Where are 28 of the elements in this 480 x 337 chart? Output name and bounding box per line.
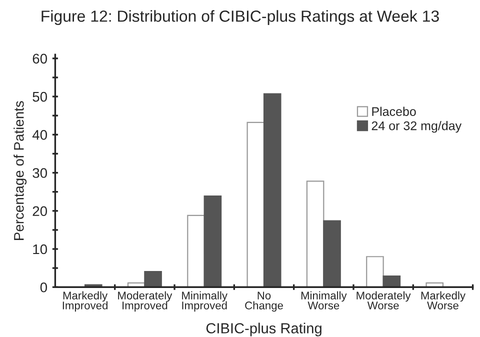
- x-axis-title: CIBIC-plus Rating: [206, 322, 322, 336]
- x-tick-label: Minimally Worse: [301, 291, 347, 310]
- bar: [323, 220, 341, 288]
- y-axis-title: Percentage of Patients: [14, 101, 27, 240]
- bar: [144, 270, 162, 288]
- y-tick-label: 20: [32, 206, 48, 216]
- y-tick-label: 60: [32, 54, 48, 64]
- legend-label: Placebo: [372, 106, 416, 116]
- y-tick-label: 10: [33, 244, 48, 254]
- x-tick-label: Moderately Worse: [356, 291, 411, 310]
- bar: [246, 122, 265, 288]
- bar: [187, 214, 205, 288]
- bar: [204, 195, 222, 288]
- x-tick-label: Minimally Improved: [182, 291, 228, 312]
- y-tick-label: 30: [32, 168, 48, 178]
- x-tick-label: Moderately Improved: [118, 291, 172, 312]
- bar: [263, 93, 282, 288]
- bar: [366, 256, 384, 288]
- x-tick-label: Markedly Worse: [421, 291, 466, 310]
- y-tick-label: 0: [40, 282, 48, 292]
- bar: [382, 276, 401, 288]
- legend-label: 24 or 32 mg/day: [372, 121, 462, 133]
- chart-title: Figure 12: Distribution of CIBIC-plus Ratings at Week 13: [42, 10, 439, 25]
- y-tick-label: 40: [32, 130, 48, 140]
- bar: [306, 180, 324, 288]
- y-tick-label: 50: [32, 92, 48, 102]
- x-tick-label: No Change: [245, 292, 283, 312]
- x-tick-label: Markedly Improved: [62, 291, 108, 312]
